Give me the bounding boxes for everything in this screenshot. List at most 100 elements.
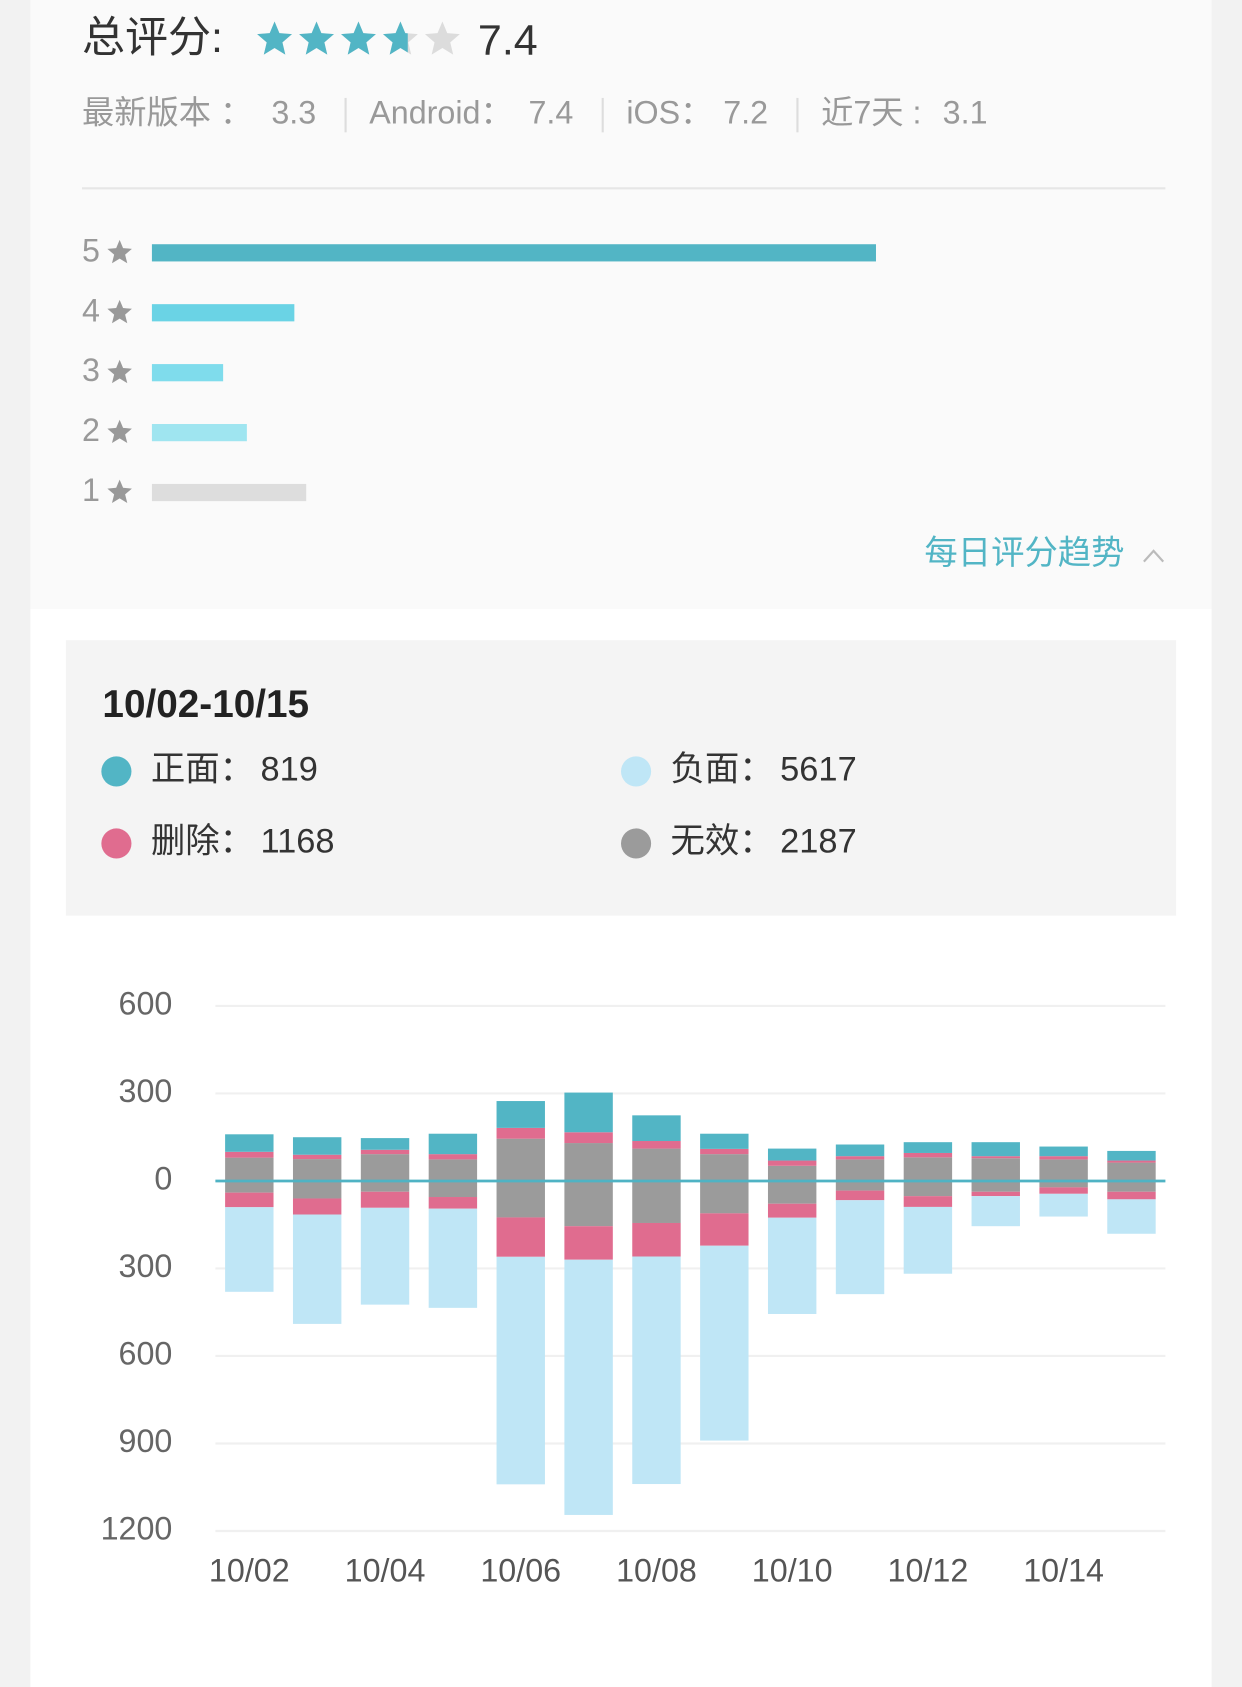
bar-segment [1107, 1180, 1156, 1192]
bar-segment [1039, 1187, 1088, 1194]
bar-segment [1107, 1199, 1156, 1234]
bar-segment [225, 1151, 274, 1158]
bar-segment [903, 1152, 953, 1158]
bar-segment [835, 1180, 885, 1191]
bar-segment [1107, 1150, 1156, 1161]
bar-segment [496, 1217, 545, 1257]
bar-segment [564, 1132, 613, 1144]
bar-segment [564, 1180, 613, 1227]
star-filled [383, 21, 408, 55]
bar-segment [1039, 1146, 1088, 1157]
bar-segment [903, 1180, 953, 1197]
bar-segment [1107, 1160, 1156, 1163]
bar-segment [292, 1137, 342, 1155]
bar-segment [292, 1198, 342, 1215]
bar-segment [971, 1196, 1020, 1227]
collapse-caret[interactable] [1143, 549, 1165, 563]
legend-entry: 正面： 819 [151, 751, 318, 789]
bar-segment [428, 1154, 478, 1160]
bar-segment [700, 1245, 749, 1441]
bar-segment [700, 1154, 749, 1181]
legend-name: 无效： [670, 823, 773, 861]
bar-segment [1039, 1156, 1088, 1160]
star-level-label: 3 [82, 352, 100, 388]
bar-segment [700, 1213, 749, 1246]
bar-segment [1039, 1193, 1088, 1217]
star-filled [341, 21, 376, 55]
star-filled [257, 21, 292, 55]
rating-stars [257, 21, 460, 55]
bar-segment [360, 1154, 410, 1181]
bar-segment [767, 1203, 817, 1218]
rating-title: 总评分: [82, 14, 223, 62]
bar-segment [496, 1101, 545, 1128]
version-value: 3.3 [271, 95, 316, 131]
x-tick-label: 10/06 [480, 1552, 561, 1588]
bar-segment [225, 1134, 274, 1152]
bar-segment [1039, 1180, 1088, 1188]
bar-segment [1107, 1191, 1156, 1200]
bar-segment [835, 1190, 885, 1201]
bar-segment [835, 1159, 885, 1181]
bar-segment [360, 1207, 410, 1305]
legend-total: 819 [261, 751, 318, 789]
y-tick-label: 300 [119, 1248, 173, 1284]
bar-segment [971, 1156, 1020, 1159]
bar-segment [767, 1148, 817, 1161]
legend-name: 删除： [151, 823, 254, 861]
distribution-bar [151, 304, 295, 322]
bar-segment [1107, 1162, 1156, 1181]
bar-segment [428, 1197, 478, 1209]
bar-segment [767, 1165, 817, 1181]
bar-segment [903, 1157, 953, 1181]
bar-segment [360, 1191, 410, 1208]
bar-segment [225, 1207, 274, 1292]
bar-segment [632, 1148, 681, 1181]
y-tick-label: 900 [119, 1423, 173, 1459]
bar-segment [903, 1142, 953, 1153]
star-level-label: 1 [82, 472, 100, 508]
bar-segment [428, 1159, 478, 1181]
distribution-bar [151, 483, 307, 502]
bar-segment [971, 1142, 1020, 1157]
legend-total: 5617 [780, 751, 857, 789]
bar-segment [835, 1200, 885, 1295]
legend-entry: 负面： 5617 [670, 751, 856, 789]
y-tick-label: 0 [154, 1161, 172, 1197]
star-icon [107, 419, 132, 444]
bar-segment [632, 1115, 681, 1142]
trend-link[interactable]: 每日评分趋势 [924, 535, 1124, 572]
legend-dot [101, 756, 132, 787]
bar-segment [903, 1206, 953, 1274]
bar-segment [496, 1138, 545, 1181]
bar-segment [971, 1180, 1020, 1192]
star-empty [424, 21, 460, 55]
star-icon [107, 239, 132, 264]
bar-segment [632, 1256, 681, 1485]
legend-total: 1168 [261, 823, 335, 861]
legend-dot [621, 828, 652, 859]
bar-segment [700, 1133, 749, 1149]
bar-segment [360, 1149, 410, 1155]
y-tick-label: 600 [119, 985, 173, 1021]
distribution-bar [151, 424, 247, 442]
y-tick-label: 1200 [101, 1511, 173, 1547]
bar-segment [225, 1157, 274, 1181]
star-filled [299, 21, 334, 55]
x-tick-label: 10/08 [616, 1552, 697, 1588]
x-tick-label: 10/14 [1023, 1552, 1104, 1588]
bar-segment [903, 1196, 953, 1207]
version-label: 最新版本 ： [82, 95, 252, 131]
star-icon [107, 299, 132, 324]
legend-entry: 删除： 1168 [151, 823, 335, 861]
star-icon [107, 479, 132, 503]
bar-segment [971, 1191, 1020, 1197]
version-value: 7.4 [528, 95, 573, 131]
version-label: 近7天 : [821, 95, 921, 131]
bar-segment [428, 1180, 478, 1198]
bar-segment [292, 1180, 342, 1199]
bar-segment [564, 1092, 613, 1133]
star-icon [107, 359, 132, 384]
bar-segment [564, 1259, 613, 1515]
